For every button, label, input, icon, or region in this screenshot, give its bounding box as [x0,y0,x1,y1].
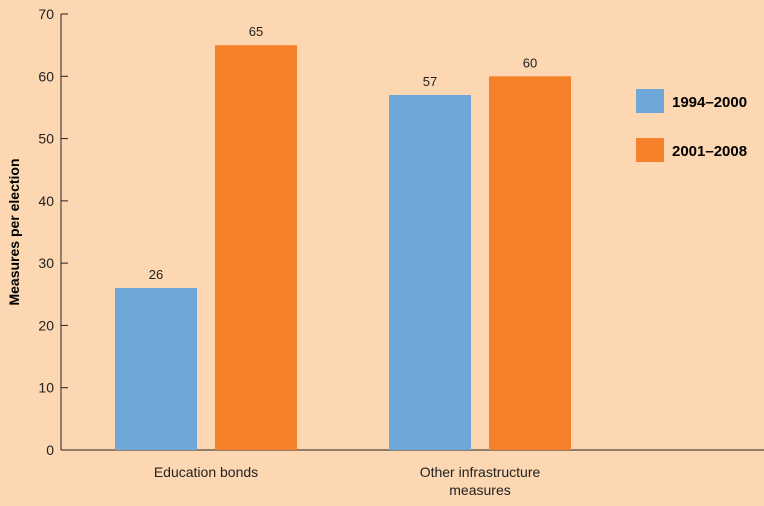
bar-value-label: 26 [149,267,163,282]
legend-label: 2001–2008 [672,143,747,160]
y-tick-label: 30 [38,255,54,271]
y-tick-label: 10 [38,380,54,396]
bar [215,45,297,451]
y-tick-label: 70 [38,6,54,22]
category-label: measures [449,482,510,498]
data-labels: 26 57 65 60 [149,24,537,282]
bar-value-label: 60 [523,55,537,70]
y-axis: 0 10 20 30 40 50 60 70 [38,6,68,458]
bar-value-label: 65 [249,24,263,39]
legend: 1994–2000 2001–2008 [636,89,747,162]
bar [389,94,471,450]
y-tick-label: 20 [38,317,54,333]
legend-swatch [636,138,664,162]
y-axis-title: Measures per election [6,158,22,305]
y-tick-label: 0 [46,442,54,458]
bar-value-label: 57 [423,74,437,89]
y-tick-label: 60 [38,68,54,84]
bar [489,76,571,451]
category-label: Other infrastructure [420,464,541,480]
legend-swatch [636,89,664,113]
y-tick-label: 50 [38,131,54,147]
y-tick-label: 40 [38,193,54,209]
bar [115,288,197,450]
legend-label: 1994–2000 [672,94,747,111]
category-labels: Education bonds Other infrastructure measu… [154,464,541,498]
bars [115,45,571,451]
category-label: Education bonds [154,464,258,480]
